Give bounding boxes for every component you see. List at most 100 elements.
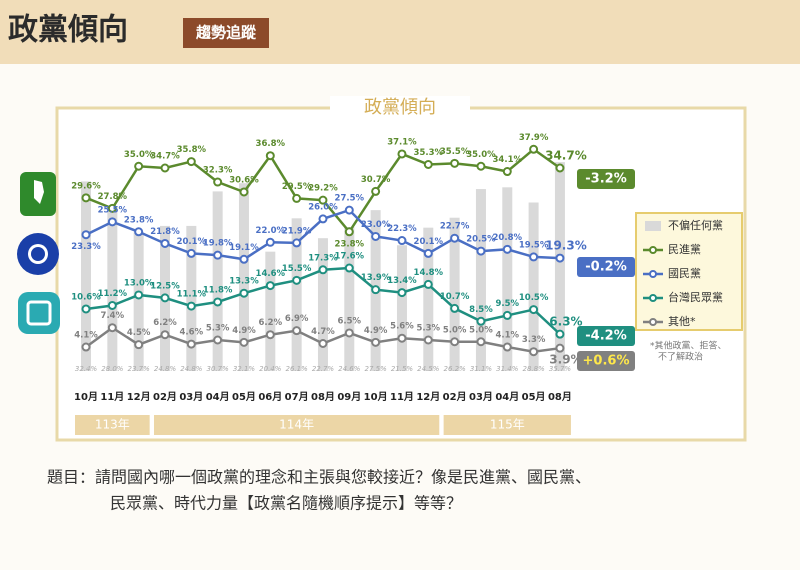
value-label: 10.7% — [440, 292, 470, 302]
kmt-logo-core — [31, 247, 45, 261]
point — [529, 347, 539, 357]
value-label: 8.5% — [469, 305, 493, 315]
value-label: 29.6% — [71, 181, 101, 191]
point — [265, 151, 275, 161]
bar-label: 32.1% — [233, 365, 256, 373]
point — [292, 326, 302, 336]
value-label: 30.6% — [229, 175, 259, 185]
value-label: 5.0% — [469, 325, 493, 335]
point — [371, 337, 381, 347]
point — [265, 281, 275, 291]
point — [476, 337, 486, 347]
x-tick-label: 04月 — [495, 391, 519, 403]
bar-label: 27.5% — [365, 365, 388, 373]
point — [423, 335, 433, 345]
value-label: 23.0% — [361, 220, 391, 230]
point — [186, 301, 196, 311]
point — [239, 337, 249, 347]
bar — [265, 251, 276, 371]
value-label: 17.3% — [308, 253, 338, 263]
point — [134, 290, 144, 300]
value-label: 4.1% — [74, 331, 98, 341]
value-label: 7.4% — [101, 311, 125, 321]
legend-label: 其他* — [668, 315, 696, 328]
value-label: 27.5% — [335, 194, 365, 204]
bar-label: 31.4% — [496, 365, 519, 373]
point — [107, 300, 117, 310]
title-backing — [330, 96, 470, 120]
year-band — [443, 415, 571, 435]
value-label: 12.5% — [150, 281, 180, 291]
point — [344, 205, 354, 215]
value-label: 34.1% — [493, 155, 523, 165]
value-label: 4.9% — [232, 326, 256, 336]
bar — [107, 207, 118, 371]
x-tick-label: 05月 — [522, 391, 546, 403]
value-label: 6.2% — [259, 318, 283, 328]
point — [502, 342, 512, 352]
x-tick-label: 12月 — [416, 391, 440, 403]
point — [318, 265, 328, 275]
bar-label: 28.8% — [522, 365, 545, 373]
x-tick-label: 12月 — [127, 391, 151, 403]
legend-label: 民進黨 — [668, 242, 701, 256]
point — [239, 187, 249, 197]
value-label: 15.5% — [282, 264, 312, 274]
value-label: 35.3% — [414, 148, 444, 158]
point — [292, 275, 302, 285]
bar — [344, 227, 355, 371]
point — [107, 323, 117, 333]
value-label: 6.9% — [285, 314, 309, 324]
value-label: 34.7% — [150, 152, 180, 162]
legend-label: 不偏任何黨 — [668, 218, 723, 232]
point — [529, 252, 539, 262]
point — [213, 297, 223, 307]
point — [160, 330, 170, 340]
bar — [449, 217, 460, 371]
bar-label: 24.5% — [417, 365, 440, 373]
point — [450, 158, 460, 168]
header-tag-box — [183, 18, 269, 48]
x-tick-label: 10月 — [74, 391, 98, 403]
point — [160, 238, 170, 248]
point — [265, 237, 275, 247]
bar-label: 32.4% — [75, 365, 98, 373]
point — [397, 149, 407, 159]
point — [134, 227, 144, 237]
change-box — [577, 169, 635, 189]
point — [318, 214, 328, 224]
header-tag: 趨勢追蹤 — [195, 24, 257, 42]
legend-point — [649, 246, 657, 254]
value-label: 26.0% — [308, 202, 338, 212]
point — [502, 167, 512, 177]
value-label: 4.9% — [364, 326, 388, 336]
bar — [186, 225, 197, 371]
change-label: -0.2% — [585, 260, 626, 275]
value-label: 21.9% — [282, 226, 312, 236]
value-label: 5.0% — [443, 325, 467, 335]
point — [213, 335, 223, 345]
point — [423, 159, 433, 169]
x-tick-label: 07月 — [285, 391, 309, 403]
bar-label: 28.0% — [101, 365, 124, 373]
point — [239, 254, 249, 264]
value-label: 20.1% — [177, 237, 207, 247]
value-label: 5.3% — [417, 323, 441, 333]
point — [344, 227, 354, 237]
tpp-logo — [18, 292, 60, 334]
year-label: 113年 — [95, 418, 130, 432]
value-label: 4.5% — [127, 328, 151, 338]
value-label: 13.9% — [361, 273, 391, 283]
value-label: 20.1% — [414, 237, 444, 247]
point — [81, 304, 91, 314]
value-label: 30.7% — [361, 175, 391, 185]
value-label: 19.1% — [229, 243, 259, 253]
value-label: 13.3% — [229, 277, 259, 287]
value-label: 35.5% — [440, 147, 470, 157]
point — [265, 330, 275, 340]
year-band — [153, 415, 440, 435]
point — [555, 253, 565, 263]
bar — [317, 238, 328, 371]
header-band — [0, 0, 800, 64]
